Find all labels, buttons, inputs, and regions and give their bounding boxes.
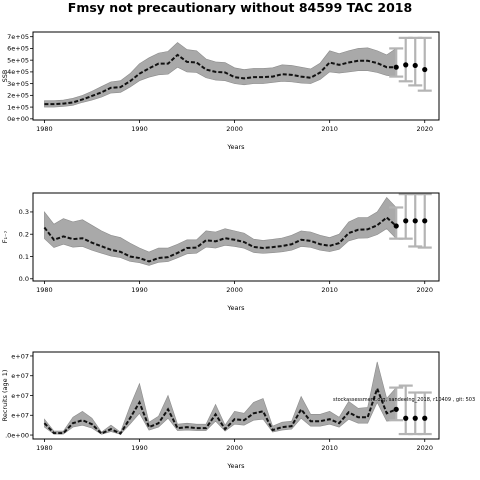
y-tick-label: e+07 [11, 412, 29, 420]
x-tick-label: 2000 [226, 286, 243, 294]
forecast-median-point [412, 218, 418, 224]
ssb-panel: 1980 1990 2000 2010 2020 0e+00 1e+05 2e+05 3e+05… [1, 31, 440, 151]
confidence-band [44, 196, 397, 266]
confidence-band [44, 42, 397, 108]
forecast-median-point [393, 223, 399, 229]
forecast-median-point [403, 415, 409, 421]
forecast-median-point [403, 62, 409, 68]
y-tick-label: 0e+00 [7, 115, 29, 123]
y-tick-label: 3e+05 [7, 80, 29, 88]
forecast-median-point [412, 415, 418, 421]
y-tick-label: 0.3 [19, 208, 29, 216]
y-tick-label: 1e+05 [7, 103, 29, 111]
estimate-line [43, 216, 397, 263]
y-tick-label: 7e+05 [7, 33, 29, 41]
forecast-median-point [412, 62, 418, 69]
y-tick-label: 5e+05 [7, 56, 29, 64]
plot-frame [32, 192, 440, 282]
x-tick-label: 2020 [416, 444, 433, 452]
estimate-line [44, 53, 397, 106]
estimate-line [43, 385, 397, 435]
x-tick-label: 2010 [321, 125, 338, 133]
x-tick-label: 2000 [226, 125, 243, 133]
x-tick-label: 1980 [36, 444, 53, 452]
y-tick-label: e+07 [11, 352, 29, 360]
fishing-mortality-panel: 1980 1990 2000 2010 2020 0.0 0.1 0.2 0.3 Years F₁₋… [1, 192, 440, 312]
y-axis-label: F₁₋₇ [1, 230, 9, 243]
x-axis-label: Years [226, 462, 245, 470]
figure-title: Fmsy not precautionary without 84599 TAC… [68, 0, 412, 15]
y-tick-label: 6e+05 [7, 45, 29, 53]
y-tick-label: 0.1 [19, 253, 29, 261]
forecast-median-point [393, 64, 399, 70]
x-tick-label: 2000 [226, 444, 243, 452]
x-tick-label: 1990 [131, 125, 148, 133]
forecast-median-point [393, 406, 399, 412]
y-tick-label: 0.0 [19, 275, 29, 283]
plot-frame [32, 31, 440, 121]
x-tick-label: 2020 [416, 286, 433, 294]
y-tick-label: 2e+05 [7, 92, 29, 100]
y-tick-label: 0.2 [19, 231, 29, 239]
x-tick-label: 1990 [131, 444, 148, 452]
forecast-median-point [422, 66, 428, 73]
recruitment-panel: 1980 1990 2000 2010 2020 .0e+00 e+07 e+07 e+07 e+… [1, 351, 440, 470]
source-annotation: stockassessment.org, sandeelng_2018, r10… [333, 397, 475, 403]
x-tick-label: 1980 [36, 286, 53, 294]
plot-area [44, 36, 432, 108]
x-tick-label: 1980 [36, 125, 53, 133]
y-tick-label: 4e+05 [7, 68, 29, 76]
forecast-median-point [403, 218, 409, 224]
x-tick-label: 2010 [321, 444, 338, 452]
y-tick-label: e+07 [11, 392, 29, 400]
x-tick-label: 2010 [321, 286, 338, 294]
plot-area [43, 361, 432, 436]
y-axis-label: Recruits (age 1) [1, 370, 9, 422]
forecast-median-point [422, 415, 428, 421]
forecast-median-point [422, 218, 428, 224]
y-tick-label: .0e+00 [5, 431, 29, 439]
x-axis-label: Years [226, 143, 245, 151]
x-tick-label: 1990 [131, 286, 148, 294]
y-axis-label: SSB [1, 70, 9, 83]
x-tick-label: 2020 [416, 125, 433, 133]
x-axis-label: Years [226, 304, 245, 312]
plot-area [43, 193, 432, 266]
y-tick-label: e+07 [11, 372, 29, 380]
